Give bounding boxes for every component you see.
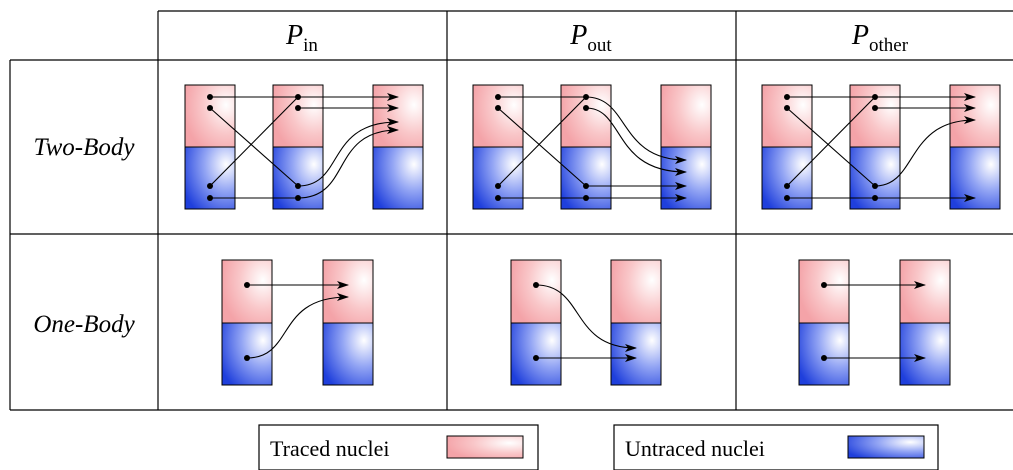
legend-untraced-swatch: [847, 435, 925, 459]
cell-one-body-p-other: [798, 259, 951, 386]
header-p-out: Pout: [569, 20, 612, 56]
nucleus-box: [560, 84, 612, 210]
legend-traced-swatch: [446, 435, 524, 459]
legend-untraced-label: Untraced nuclei: [625, 436, 765, 461]
nucleus-box: [798, 259, 850, 386]
row-label-two-body: Two-Body: [34, 134, 136, 161]
nucleus-box: [660, 84, 712, 210]
legend-traced-frame: [258, 424, 539, 470]
nucleus-box: [949, 84, 1001, 210]
nucleus-box: [322, 259, 374, 386]
legend-untraced: Untraced nuclei: [613, 424, 939, 470]
nucleus-box: [372, 84, 424, 210]
nucleus-box: [899, 259, 951, 386]
nucleus-box: [761, 84, 813, 210]
nucleus-box: [272, 84, 324, 210]
nucleus-box: [510, 259, 562, 386]
header-p-other: Pother: [851, 20, 909, 56]
nucleus-box: [184, 84, 236, 210]
cell-one-body-p-out: [510, 259, 662, 386]
nucleus-box: [849, 84, 901, 210]
cell-one-body-p-in: [221, 259, 374, 386]
cell-two-body-p-in: [184, 84, 424, 210]
table-grid: [9, 10, 1013, 411]
header-p-in: Pin: [285, 20, 318, 56]
nucleus-box: [472, 84, 524, 210]
nucleus-box: [610, 259, 662, 386]
cell-two-body-p-other: [761, 84, 1001, 210]
row-label-one-body: One-Body: [33, 311, 135, 338]
legend-untraced-frame: [613, 424, 939, 470]
nucleus-box: [221, 259, 273, 386]
legend-traced-label: Traced nuclei: [270, 436, 390, 461]
cell-two-body-p-out: [472, 84, 712, 210]
legend-traced: Traced nuclei: [258, 424, 539, 470]
